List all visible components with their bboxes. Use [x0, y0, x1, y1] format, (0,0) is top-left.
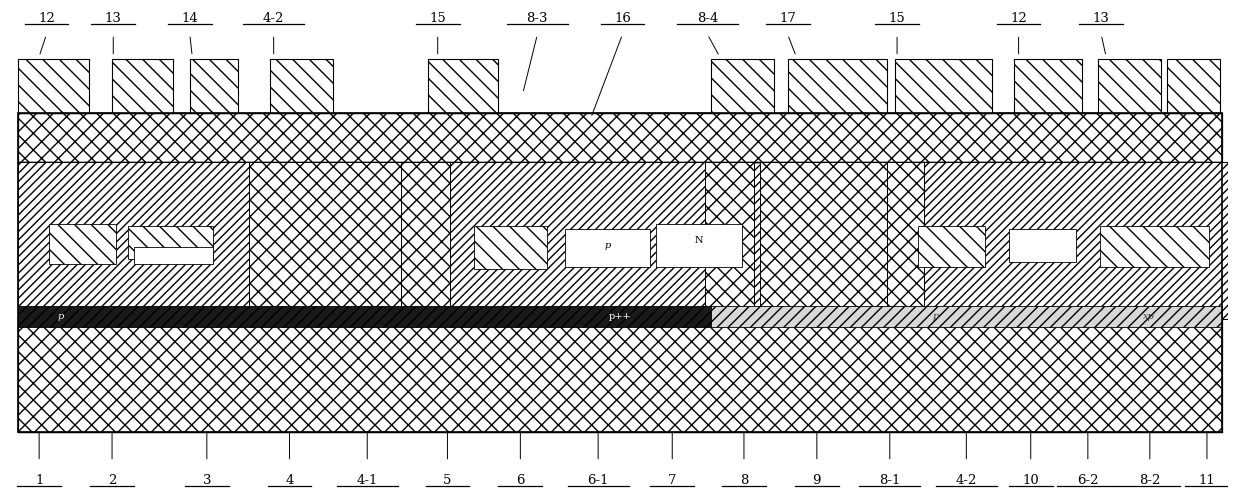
- Text: 2: 2: [108, 474, 117, 487]
- Text: 11: 11: [1199, 474, 1215, 487]
- Bar: [918, 226, 985, 267]
- Text: p++: p++: [609, 312, 631, 321]
- Bar: [249, 162, 402, 319]
- Bar: [19, 59, 89, 113]
- Bar: [706, 162, 754, 319]
- Text: 15: 15: [889, 12, 905, 25]
- Text: 1: 1: [35, 474, 43, 487]
- Bar: [1009, 228, 1075, 262]
- Text: 5: 5: [443, 474, 451, 487]
- Text: 12: 12: [1011, 12, 1027, 25]
- Text: 14: 14: [181, 12, 198, 25]
- Bar: [711, 59, 774, 113]
- Text: N: N: [694, 236, 703, 245]
- Text: 4-2: 4-2: [263, 12, 284, 25]
- Bar: [1167, 59, 1220, 113]
- Bar: [48, 223, 115, 264]
- Text: 4-2: 4-2: [956, 474, 977, 487]
- Bar: [19, 113, 1221, 162]
- Text: 15: 15: [429, 12, 446, 25]
- Text: 13: 13: [105, 12, 122, 25]
- Bar: [1100, 226, 1209, 267]
- Bar: [888, 162, 924, 319]
- Bar: [565, 228, 650, 267]
- Text: 4: 4: [285, 474, 294, 487]
- Bar: [19, 306, 711, 327]
- Bar: [190, 59, 238, 113]
- Bar: [711, 306, 1221, 327]
- Text: 8-4: 8-4: [697, 12, 718, 25]
- Text: xp: xp: [1143, 312, 1154, 321]
- Bar: [19, 319, 1221, 432]
- Text: 12: 12: [38, 12, 55, 25]
- Bar: [19, 113, 1221, 432]
- Text: 16: 16: [614, 12, 631, 25]
- Bar: [787, 59, 888, 113]
- Bar: [474, 226, 547, 269]
- Bar: [402, 162, 450, 319]
- Bar: [128, 226, 213, 260]
- Text: 7: 7: [668, 474, 677, 487]
- Bar: [112, 59, 172, 113]
- Bar: [270, 59, 334, 113]
- Text: 8-2: 8-2: [1140, 474, 1161, 487]
- Text: 9: 9: [812, 474, 821, 487]
- Text: 6-1: 6-1: [588, 474, 609, 487]
- Bar: [428, 59, 498, 113]
- Bar: [894, 59, 992, 113]
- Text: 8: 8: [740, 474, 748, 487]
- Text: 8-3: 8-3: [527, 12, 548, 25]
- Text: 3: 3: [202, 474, 211, 487]
- Bar: [19, 162, 255, 319]
- Text: 6: 6: [516, 474, 525, 487]
- Bar: [402, 162, 706, 319]
- Bar: [19, 162, 1221, 319]
- Bar: [1014, 59, 1081, 113]
- Text: 13: 13: [1092, 12, 1110, 25]
- Text: p: p: [58, 312, 64, 321]
- Bar: [1097, 59, 1161, 113]
- Text: 10: 10: [1022, 474, 1039, 487]
- Bar: [134, 247, 213, 264]
- Text: p: p: [932, 312, 939, 321]
- Text: 6-2: 6-2: [1078, 474, 1099, 487]
- Bar: [760, 162, 888, 319]
- Text: p: p: [605, 240, 611, 249]
- Text: 8-1: 8-1: [879, 474, 900, 487]
- Bar: [888, 162, 1228, 319]
- Text: 4-1: 4-1: [357, 474, 378, 487]
- Text: 17: 17: [779, 12, 796, 25]
- Bar: [656, 223, 742, 267]
